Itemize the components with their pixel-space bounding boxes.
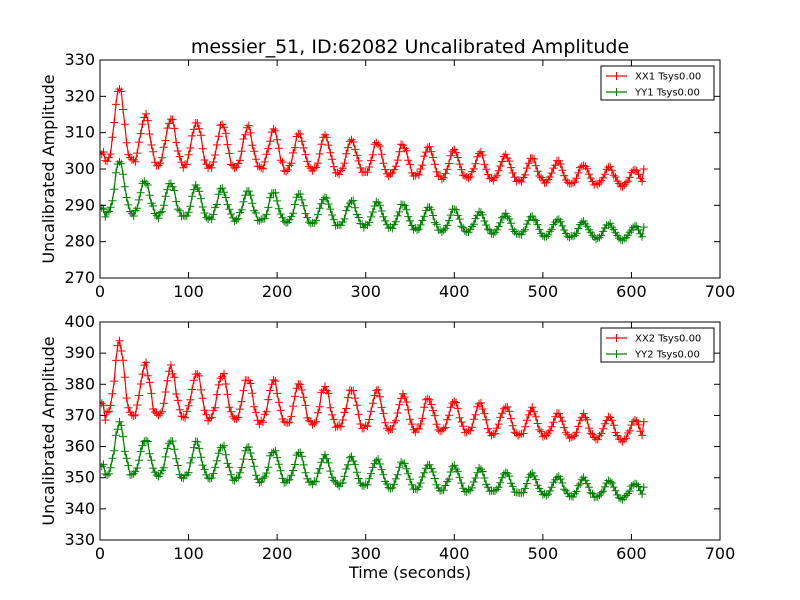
top-y-tick-label-6: 330 bbox=[64, 50, 95, 69]
top-ticks-layer: 0 100 200 300 400 500 600 700 270 280 290 300 310 320… bbox=[64, 50, 735, 301]
top-legend-box bbox=[600, 65, 715, 101]
bottom-subplot: 0 100 200 300 400 500 600 700 330 340 350 360 370 380… bbox=[39, 312, 735, 582]
top-series-markers-2 bbox=[100, 157, 648, 245]
top-legend: XX1 Tsys0.00 YY1 Tsys0.00 bbox=[600, 65, 715, 101]
top-y-tick-label-5: 320 bbox=[64, 86, 95, 105]
bottom-legend: XX2 Tsys0.00 YY2 Tsys0.00 bbox=[600, 327, 715, 363]
top-x-tick-label-4: 400 bbox=[439, 282, 470, 301]
top-y-tick-label-3: 300 bbox=[64, 159, 95, 178]
top-series-1 bbox=[100, 85, 648, 191]
top-x-tick-label-2: 200 bbox=[262, 282, 293, 301]
bottom-legend-marker-1 bbox=[612, 334, 621, 342]
top-x-tick-label-5: 500 bbox=[528, 282, 559, 301]
top-legend-marker-1 bbox=[612, 72, 621, 80]
bottom-x-tick-label-2: 200 bbox=[262, 544, 293, 563]
bottom-y-tick-label-0: 330 bbox=[64, 530, 95, 549]
bottom-y-tick-label-2: 350 bbox=[64, 468, 95, 487]
bottom-x-tick-label-7: 700 bbox=[705, 544, 736, 563]
bottom-legend-label-1: XX2 Tsys0.00 bbox=[635, 334, 701, 345]
bottom-y-tick-label-3: 360 bbox=[64, 437, 95, 456]
bottom-x-tick-label-3: 300 bbox=[350, 544, 381, 563]
bottom-plot-frame bbox=[99, 321, 721, 541]
top-x-tick-label-1: 100 bbox=[173, 282, 204, 301]
bottom-ticks-layer: 0 100 200 300 400 500 600 700 330 340 350 360 370 380… bbox=[64, 312, 735, 563]
top-x-tick-label-0: 0 bbox=[95, 282, 105, 301]
bottom-y-tick-label-4: 370 bbox=[64, 405, 95, 424]
bottom-y-tick-label-1: 340 bbox=[64, 499, 95, 518]
top-legend-label-2: YY1 Tsys0.00 bbox=[634, 88, 700, 99]
bottom-y-tick-label-7: 400 bbox=[64, 312, 95, 331]
bottom-x-tick-label-4: 400 bbox=[439, 544, 470, 563]
bottom-series-1 bbox=[100, 336, 648, 446]
bottom-x-tick-label-1: 100 bbox=[173, 544, 204, 563]
bottom-series-2 bbox=[100, 417, 648, 504]
bottom-x-tick-label-5: 500 bbox=[528, 544, 559, 563]
bottom-y-axis-label: Uncalibrated Amplitude bbox=[39, 336, 58, 525]
top-y-tick-label-1: 280 bbox=[64, 232, 95, 251]
top-y-tick-label-0: 270 bbox=[64, 268, 95, 287]
top-y-tick-label-2: 290 bbox=[64, 195, 95, 214]
bottom-series-layer bbox=[100, 336, 648, 504]
top-x-tick-label-3: 300 bbox=[350, 282, 381, 301]
top-x-tick-label-6: 600 bbox=[616, 282, 647, 301]
top-x-tick-label-7: 700 bbox=[705, 282, 736, 301]
top-legend-label-1: XX1 Tsys0.00 bbox=[635, 72, 701, 83]
bottom-x-tick-label-6: 600 bbox=[616, 544, 647, 563]
top-y-axis-label: Uncalibrated Amplitude bbox=[39, 74, 58, 263]
bottom-legend-box bbox=[600, 327, 715, 363]
bottom-series-markers-2 bbox=[100, 417, 648, 504]
bottom-y-tick-label-5: 380 bbox=[64, 374, 95, 393]
top-legend-marker-2 bbox=[612, 88, 621, 96]
figure-title: messier_51, ID:62082 Uncalibrated Amplit… bbox=[191, 36, 629, 58]
top-y-tick-label-4: 310 bbox=[64, 123, 95, 142]
bottom-legend-label-2: YY2 Tsys0.00 bbox=[634, 350, 700, 361]
bottom-series-markers-1 bbox=[100, 336, 648, 446]
top-series-layer bbox=[100, 85, 648, 245]
top-series-markers-1 bbox=[100, 85, 648, 191]
top-subplot: 0 100 200 300 400 500 600 700 270 280 290 300 310 320… bbox=[39, 50, 735, 301]
bottom-legend-marker-2 bbox=[612, 350, 621, 358]
top-series-2 bbox=[100, 157, 648, 245]
bottom-y-tick-label-6: 390 bbox=[64, 343, 95, 362]
bottom-x-tick-label-0: 0 bbox=[95, 544, 105, 563]
bottom-x-axis-label: Time (seconds) bbox=[348, 563, 471, 582]
